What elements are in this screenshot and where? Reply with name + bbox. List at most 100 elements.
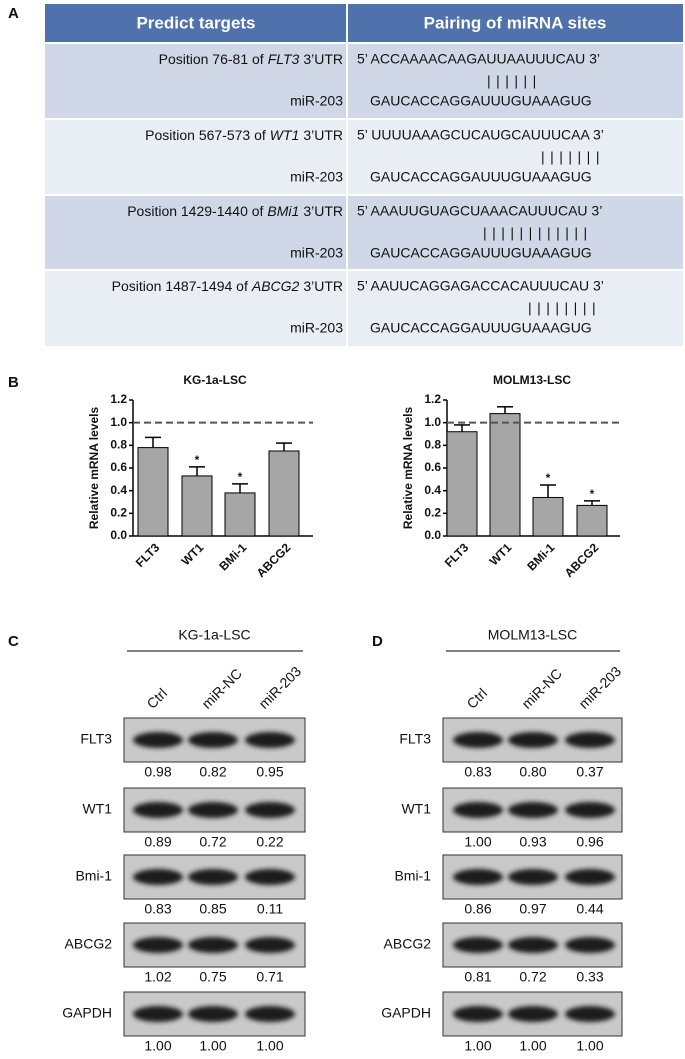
target: Position 1429-1440 of BMi1 3’UTR: [127, 203, 343, 219]
band: [245, 802, 295, 818]
quant: 1.00: [464, 1038, 491, 1054]
table-row: [45, 195, 683, 270]
quant: 0.86: [464, 901, 491, 917]
target-text: Position 567-573 of: [145, 127, 266, 143]
bar: [446, 431, 478, 537]
band: [188, 732, 238, 748]
target: Position 567-573 of WT1 3’UTR: [145, 127, 343, 143]
quant: 1.00: [144, 1038, 171, 1054]
band: [245, 732, 295, 748]
band: [245, 1006, 295, 1022]
target: Position 1487-1494 of ABCG2 3’UTR: [112, 278, 343, 294]
bar: [137, 447, 169, 537]
x-tick-label: FLT3: [442, 540, 472, 570]
pairing: ||||||||: [528, 300, 601, 316]
cell-line: MOLM13-LSC: [488, 627, 577, 643]
mirna-seq: GAUCACCAGGAUUUGUAAAGUG: [370, 169, 592, 185]
y-tick-label: 0.8: [110, 438, 127, 452]
x-tick-label: ABCG2: [254, 540, 294, 580]
band: [453, 869, 503, 885]
band: [565, 937, 615, 953]
x-tick-label: BMi-1: [524, 540, 557, 573]
quant: 0.83: [144, 901, 171, 917]
quant: 0.11: [257, 901, 283, 917]
quant: 0.82: [199, 764, 226, 780]
protein-label: GAPDH: [62, 1005, 112, 1021]
quant: 0.72: [519, 969, 546, 985]
significance: *: [590, 487, 595, 501]
lane-label: miR-203: [255, 663, 304, 712]
gene: BMi1: [267, 203, 299, 219]
y-tick-label: 1.0: [110, 415, 127, 429]
table-header: [45, 4, 683, 43]
quant: 0.96: [576, 834, 603, 850]
panel-label: C: [8, 633, 19, 650]
quant: 0.89: [144, 834, 171, 850]
x-tick-label: WT1: [487, 540, 515, 568]
panel-label: A: [8, 5, 19, 22]
y-tick-label: 0.0: [110, 528, 127, 542]
significance: *: [546, 471, 551, 485]
protein-label: ABCG2: [384, 936, 432, 952]
target-text: 3’UTR: [303, 203, 343, 219]
panel-label: B: [8, 374, 19, 391]
cell-line: KG-1a-LSC: [178, 627, 250, 643]
band: [565, 869, 615, 885]
protein-label: GAPDH: [381, 1005, 431, 1021]
quant: 1.00: [256, 1038, 283, 1054]
mirna-name: miR-203: [290, 93, 343, 109]
band: [133, 1006, 183, 1022]
mirna-name: miR-203: [290, 169, 343, 185]
protein-label: WT1: [401, 801, 431, 817]
y-tick-label: 0.8: [424, 438, 441, 452]
band: [508, 732, 558, 748]
bar: [181, 475, 213, 537]
utr-seq: 5’ UUUUAAAGCUCAUGCAUUUCAA 3’: [357, 127, 604, 143]
y-label: Relative mRNA levels: [401, 407, 415, 530]
panel-label: D: [372, 633, 383, 650]
table-row: [45, 270, 683, 346]
band: [188, 802, 238, 818]
quant: 1.00: [576, 1038, 603, 1054]
utr-seq: 5’ ACCAAAACAAGAUUAAUUUCAU 3’: [357, 51, 600, 67]
lane-label: Ctrl: [143, 685, 170, 712]
x-tick-label: FLT3: [133, 540, 163, 570]
band: [508, 802, 558, 818]
bar: [489, 413, 521, 537]
y-tick-label: 1.2: [110, 392, 127, 406]
band: [453, 732, 503, 748]
band: [453, 937, 503, 953]
band: [133, 732, 183, 748]
quant: 0.81: [464, 969, 491, 985]
y-tick-label: 0.2: [424, 506, 441, 520]
quant: 0.22: [256, 834, 283, 850]
bar: [576, 504, 608, 537]
quant: 0.85: [199, 901, 226, 917]
utr-seq: 5’ AAUUCAGGAGACCACAUUUCAU 3’: [357, 278, 604, 294]
utr-seq: 5’ AAAUUGUAGCUAAACAUUUCAU 3’: [357, 203, 602, 219]
y-tick-label: 1.2: [424, 392, 441, 406]
table-row: [45, 119, 683, 195]
x-tick-label: WT1: [179, 540, 207, 568]
y-tick-label: 0.4: [110, 483, 127, 497]
protein-label: FLT3: [399, 731, 431, 747]
bar: [224, 492, 256, 537]
pairing: |||||||: [541, 149, 605, 165]
quant: 0.71: [256, 969, 283, 985]
y-tick-label: 0.0: [424, 528, 441, 542]
mirna-seq: GAUCACCAGGAUUUGUAAAGUG: [370, 93, 592, 109]
band: [133, 869, 183, 885]
gene: FLT3: [268, 51, 300, 67]
quant: 1.00: [199, 1038, 226, 1054]
quant: 0.97: [519, 901, 546, 917]
target-text: 3’UTR: [303, 127, 343, 143]
pairing: ||||||: [487, 73, 542, 89]
target-text: Position 76-81 of: [159, 51, 264, 67]
lane-label: miR-NC: [518, 665, 565, 712]
band: [188, 869, 238, 885]
header-cell: Predict targets: [136, 13, 255, 32]
quant: 0.72: [199, 834, 226, 850]
chart-title: MOLM13-LSC: [493, 373, 571, 387]
quant: 1.02: [144, 969, 171, 985]
